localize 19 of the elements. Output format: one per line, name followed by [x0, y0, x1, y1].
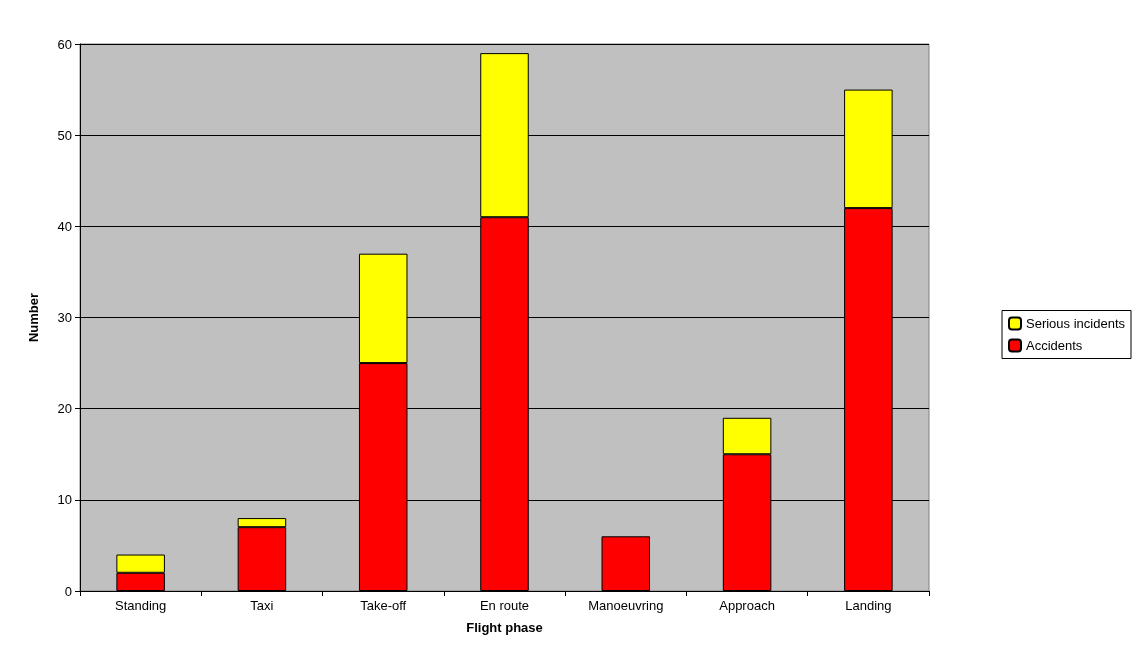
y-axis-title: Number: [26, 292, 41, 343]
bar: [601, 536, 651, 591]
y-tick-label: 40: [57, 218, 72, 234]
x-axis-title: Flight phase: [466, 620, 543, 635]
y-tick-label: 0: [64, 583, 72, 599]
x-tick-label: Take-off: [360, 598, 407, 613]
x-tick-label: En route: [479, 598, 530, 613]
x-tick-label: Standing: [114, 598, 167, 613]
y-tick-label: 60: [57, 36, 72, 52]
legend-label: Serious incidents: [1026, 316, 1126, 331]
x-tick-label: Taxi: [250, 598, 274, 613]
y-tick-label: 50: [57, 127, 72, 143]
legend-label: Accidents: [1026, 338, 1083, 353]
x-tick-label: Landing: [845, 598, 892, 613]
x-tick-label: Manoeuvring: [588, 598, 664, 613]
y-tick-label: 30: [57, 310, 72, 325]
x-tick-label: Approach: [719, 598, 775, 613]
y-tick-label: 10: [57, 492, 72, 508]
y-tick-label: 20: [57, 401, 72, 417]
